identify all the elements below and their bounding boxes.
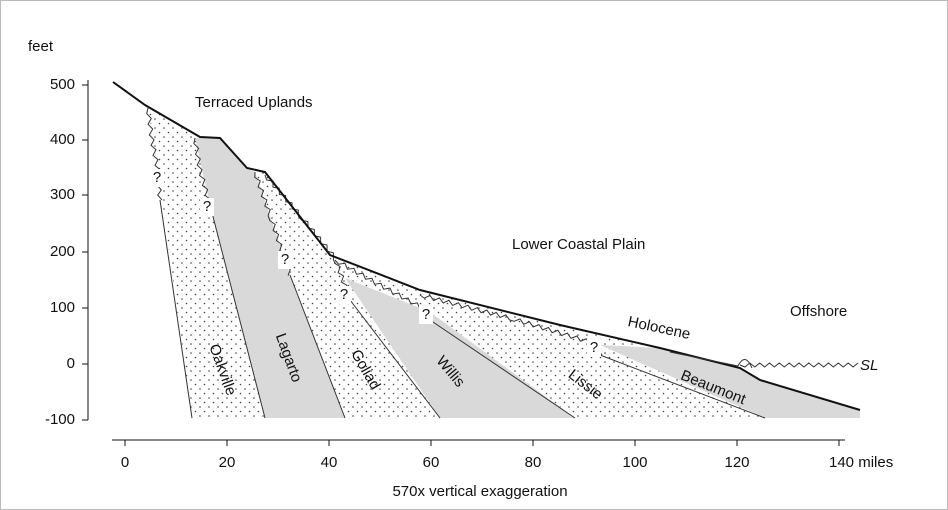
x-tick-label: 100 [622,454,647,471]
y-tick-label: 200 [50,243,75,260]
x-tick-label: 60 [423,454,440,471]
caption: 570x vertical exaggeration [392,483,567,500]
question-mark: ? [422,306,430,323]
x-tick-label: 0 [121,454,129,471]
x-tick-label: 80 [525,454,542,471]
sea-level-label: SL [860,357,878,374]
y-tick-label: 300 [50,186,75,203]
region-label: Lower Coastal Plain [512,236,645,253]
x-tick-label: 120 [724,454,749,471]
cross-section-figure: feet 570x vertical exaggeration Terraced… [0,0,948,510]
x-tick-label: 140 miles [829,454,893,471]
y-axis-label: feet [28,38,54,55]
x-tick-label: 40 [321,454,338,471]
y-tick-label: 400 [50,131,75,148]
question-mark: ? [590,339,598,356]
y-tick-label: 100 [50,299,75,316]
frame [1,1,948,510]
y-tick-label: -100 [45,411,75,428]
page: feet 570x vertical exaggeration Terraced… [0,0,948,510]
region-label: Offshore [790,303,847,320]
question-mark: ? [281,251,289,268]
question-mark: ? [203,198,211,215]
question-mark: ? [340,286,348,303]
x-tick-label: 20 [219,454,236,471]
region-label: Terraced Uplands [195,94,313,111]
y-tick-label: 500 [50,76,75,93]
question-mark: ? [153,169,161,186]
y-tick-label: 0 [67,355,75,372]
